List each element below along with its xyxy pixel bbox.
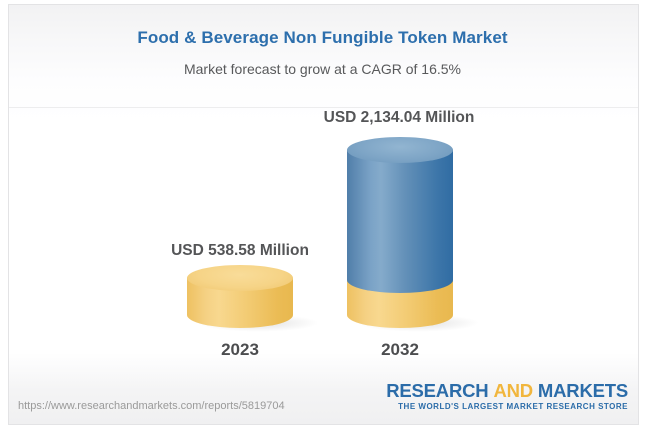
- brand-logo-wordmark: RESEARCH AND MARKETS: [386, 381, 628, 400]
- header-divider: [9, 107, 638, 108]
- logo-and-text: AND: [493, 380, 533, 401]
- source-url: https://www.researchandmarkets.com/repor…: [18, 400, 285, 412]
- bar-2023-top: [187, 265, 293, 291]
- logo-research-text: RESEARCH: [386, 380, 489, 401]
- page-title: Food & Beverage Non Fungible Token Marke…: [137, 28, 508, 47]
- x-label-2032: 2032: [381, 340, 419, 359]
- logo-tagline: THE WORLD'S LARGEST MARKET RESEARCH STOR…: [398, 402, 628, 411]
- logo-markets-text: MARKETS: [537, 380, 628, 401]
- brand-logo: RESEARCH AND MARKETS THE WORLD'S LARGEST…: [386, 381, 628, 411]
- chart-card: [8, 4, 639, 425]
- page-subtitle: Market forecast to grow at a CAGR of 16.…: [183, 61, 461, 77]
- x-label-2023: 2023: [221, 340, 259, 359]
- value-label-2023: USD 538.58 Million: [171, 242, 309, 259]
- bar-2032-top: [347, 137, 453, 163]
- value-label-2032: USD 2,134.04 Million: [323, 109, 475, 126]
- bar-2032-blue-body: [347, 150, 453, 293]
